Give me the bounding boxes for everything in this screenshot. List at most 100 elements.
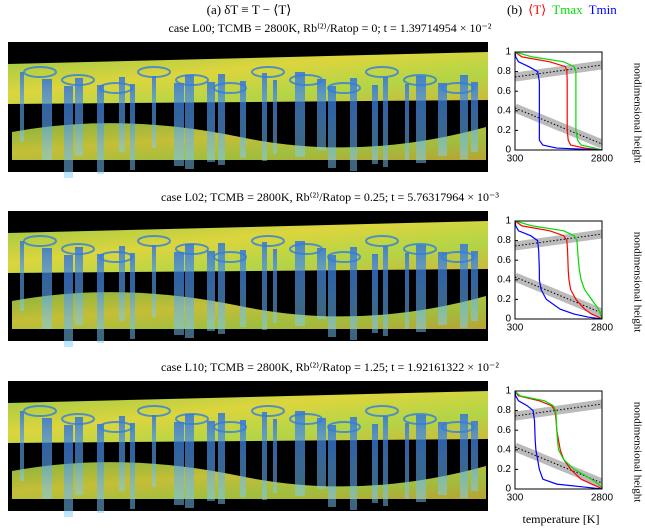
y-tick-label: 0.4: [497, 274, 511, 285]
figure: (a) δT ≡ T − ⟨T⟩ (b) ⟨T⟩ Tmax Tmin case L00…: [0, 0, 645, 531]
chart-title: case L02; TCMB = 2800K, Rb⁽²⁾/Ratop = 0.…: [161, 190, 499, 204]
y-tick-label: 0.8: [497, 235, 511, 246]
render-plume: [174, 83, 184, 166]
render-plume: [405, 423, 409, 499]
x-tick-label: 300: [507, 323, 524, 334]
render-plume: [42, 79, 52, 160]
render-plume: [460, 75, 468, 159]
x-tick-label: 2800: [591, 154, 614, 165]
render-plume: [75, 417, 83, 495]
render-plume: [119, 246, 125, 321]
plot-area: [515, 52, 602, 150]
render-plume: [119, 416, 125, 491]
y-axis-label: nondimensional height: [631, 402, 643, 503]
legend-entry: Tmax: [552, 2, 583, 17]
render-plume: [97, 85, 104, 174]
render-plume: [75, 78, 83, 156]
render-plume: [207, 251, 215, 331]
legend-entry: Tmin: [589, 2, 618, 17]
render-plume: [372, 85, 378, 164]
plot-area: [515, 221, 602, 319]
render-plume: [460, 414, 468, 498]
panel-b-label: (b): [507, 2, 522, 17]
render-plume: [317, 79, 326, 150]
render-plume: [317, 248, 326, 319]
render-plume: [262, 242, 267, 330]
render-plume: [383, 77, 388, 167]
render-plume: [42, 418, 52, 499]
render-plume: [97, 254, 104, 343]
y-tick-label: 0.6: [497, 255, 511, 266]
render-plume: [405, 253, 409, 329]
y-tick-label: 0.4: [497, 444, 511, 455]
y-tick-label: 0.2: [497, 125, 511, 136]
render-plume: [42, 248, 52, 329]
render-plume: [273, 249, 277, 323]
render-plume: [130, 84, 135, 170]
render-plume: [185, 244, 194, 338]
render-plume: [328, 425, 336, 507]
render-plume: [471, 82, 478, 152]
y-tick-label: 0.2: [497, 464, 511, 475]
render-plume: [97, 424, 104, 513]
render-plume: [273, 80, 277, 154]
render-plume: [152, 76, 156, 148]
render-plume: [130, 423, 135, 509]
render-plume: [273, 419, 277, 493]
render-plume: [262, 412, 267, 500]
panel-b-legend: (b) ⟨T⟩ Tmax Tmin: [507, 2, 617, 17]
render-plume: [438, 422, 447, 495]
render-plume: [460, 244, 468, 328]
y-tick-label: 0.6: [497, 425, 511, 436]
x-tick-label: 300: [507, 154, 524, 165]
legend-entry: ⟨T⟩: [528, 2, 546, 17]
chart-title: case L00; TCMB = 2800K, Rb⁽²⁾/Ratop = 0;…: [169, 21, 492, 35]
render-plume: [416, 76, 426, 163]
render-plume: [383, 416, 388, 506]
render-plume: [416, 245, 426, 332]
y-tick-label: 1: [505, 216, 511, 227]
render-plume: [438, 83, 447, 156]
render-plume: [185, 414, 194, 508]
render-plume: [119, 77, 125, 152]
render-plume: [20, 241, 24, 311]
render-plume: [372, 254, 378, 333]
render-plume: [471, 421, 478, 491]
y-tick-label: 0.4: [497, 105, 511, 116]
render-plume: [207, 421, 215, 501]
render-plume: [174, 252, 184, 335]
render-plume: [64, 86, 73, 178]
render-plume: [174, 422, 184, 505]
panel-a-label: (a) δT ≡ T − ⟨T⟩: [207, 2, 292, 17]
y-axis-label: nondimensional height: [631, 63, 643, 164]
render-plume: [185, 75, 194, 169]
render-plume: [218, 413, 225, 504]
x-axis-label: temperature [K]: [523, 512, 600, 526]
x-tick-label: 2800: [591, 323, 614, 334]
y-tick-label: 1: [505, 47, 511, 58]
y-tick-label: 1: [505, 386, 511, 397]
render-plume: [152, 245, 156, 317]
chart-title: case L10; TCMB = 2800K, Rb⁽²⁾/Ratop = 1.…: [161, 360, 499, 374]
render-plume: [372, 424, 378, 503]
render-plume: [218, 74, 225, 165]
render-plume: [75, 247, 83, 325]
render-plume: [64, 255, 73, 347]
render-plume: [383, 246, 388, 336]
plot-area: [515, 391, 602, 489]
render-plume: [405, 84, 409, 160]
y-tick-label: 0.6: [497, 86, 511, 97]
render-plume: [262, 73, 267, 161]
y-tick-label: 0.2: [497, 294, 511, 305]
y-tick-label: 0.8: [497, 405, 511, 416]
render-plume: [328, 255, 336, 337]
x-tick-label: 2800: [591, 493, 614, 504]
render-plume: [218, 243, 225, 334]
render-plume: [64, 425, 73, 517]
render-plume: [416, 415, 426, 502]
render-plume: [317, 418, 326, 489]
render-plume: [20, 411, 24, 481]
render-plume: [152, 415, 156, 487]
render-plume: [328, 86, 336, 168]
render-plume: [471, 251, 478, 321]
